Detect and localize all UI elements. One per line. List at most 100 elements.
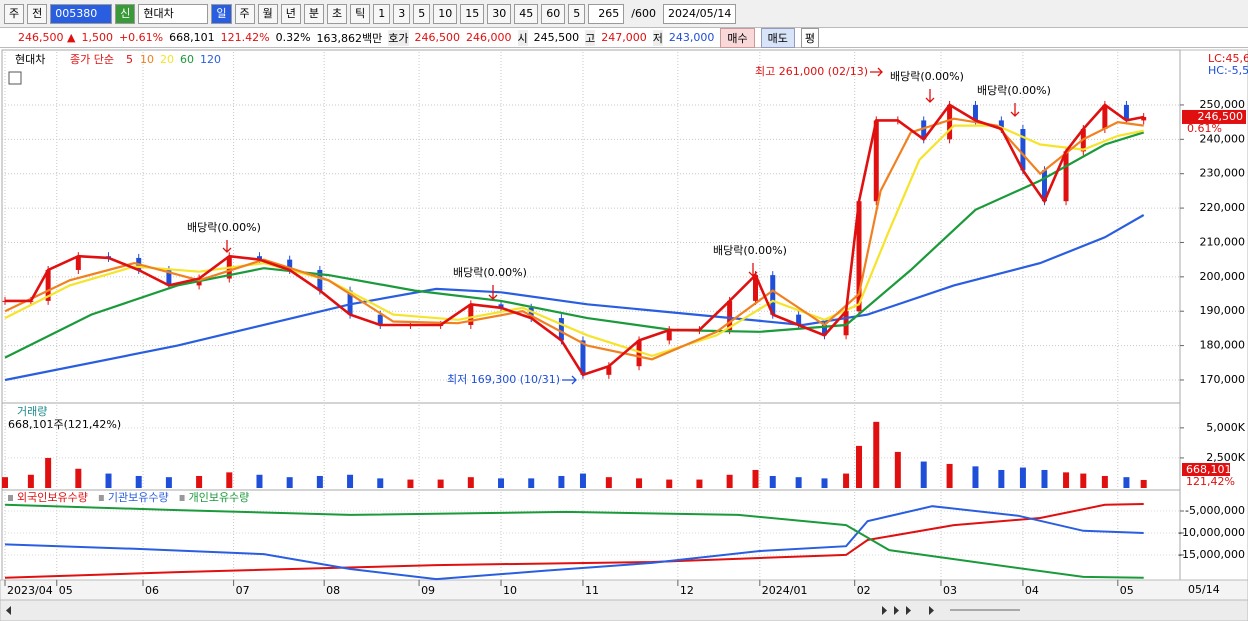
volume-bar — [347, 474, 354, 488]
legend-swatch — [179, 495, 185, 501]
candle — [468, 304, 474, 325]
volume-bar — [946, 463, 953, 488]
x-tick-label: 05 — [1120, 584, 1134, 597]
y-tick-label: 190,000 — [1200, 304, 1246, 317]
toolbar-button[interactable]: 전 — [27, 3, 48, 24]
info-item: 고 — [585, 29, 596, 46]
info-item[interactable]: 평 — [800, 27, 820, 48]
toolbar-button[interactable]: 30 — [487, 3, 512, 24]
candle — [498, 304, 504, 308]
annotation: 배당락(0.00%) — [977, 84, 1051, 97]
candle — [1041, 170, 1047, 202]
panel-icon[interactable] — [8, 71, 22, 85]
toolbar-button[interactable]: 주 — [4, 3, 25, 24]
toolbar-button[interactable]: 45 — [514, 3, 539, 24]
volume-bar — [795, 477, 802, 488]
candle — [558, 318, 564, 341]
toolbar-button[interactable]: 15 — [460, 3, 485, 24]
annotation-arrow — [562, 375, 577, 385]
info-bar: 246,500 ▲ 1,500 +0.61% 668,101 121.42% 0.32% 1… — [0, 27, 1248, 48]
toolbar-button[interactable]: 2024/05/14 — [662, 3, 737, 24]
toolbar-button[interactable]: 005380 — [50, 3, 113, 24]
volume-bar — [165, 477, 172, 488]
series-line — [4, 503, 1144, 579]
toolbar-button[interactable]: 틱 — [350, 3, 371, 24]
toolbar-button[interactable]: 1 — [373, 3, 391, 24]
y-tick-label: -10,000,000 — [1178, 526, 1245, 539]
x-tick-label: 06 — [145, 584, 159, 597]
scroll-bar[interactable] — [0, 599, 1248, 621]
annotation-arrow — [748, 263, 758, 277]
scroll-controls[interactable] — [882, 606, 934, 615]
toolbar-button[interactable]: 년 — [280, 3, 301, 24]
x-tick-label: 11 — [585, 584, 599, 597]
x-tick-label: 2023/04 — [7, 584, 53, 597]
right-label: HC:-5,56 — [1208, 64, 1248, 77]
volume-bar — [920, 461, 927, 488]
volume-bar — [226, 472, 233, 488]
toolbar-button[interactable]: 분 — [303, 3, 324, 24]
volume-bar — [696, 479, 703, 488]
info-item: 668,101 — [169, 31, 215, 44]
toolbar-button[interactable]: 월 — [257, 3, 278, 24]
annotation: 배당락(0.00%) — [187, 221, 261, 234]
toolbar: 주 전 005380 신 현대차 일 주 월 년 분 초 틱 1 3 5 10 15 30 45 60 5 265/600… — [0, 0, 1248, 28]
volume-bar — [1080, 473, 1087, 488]
toolbar-button[interactable]: 265 — [588, 3, 625, 24]
info-item: 호가 — [388, 29, 409, 46]
toolbar-button[interactable]: 일 — [211, 3, 232, 24]
candle — [256, 256, 262, 260]
toolbar-button[interactable]: 3 — [393, 3, 411, 24]
volume-bar — [75, 468, 82, 488]
volume-bar — [579, 473, 586, 488]
volume-bar — [1123, 477, 1130, 488]
candle — [856, 201, 862, 312]
toolbar-button[interactable]: /600 — [631, 6, 656, 20]
candle — [166, 269, 172, 286]
toolbar-button[interactable]: 초 — [327, 3, 348, 24]
volume-bar — [377, 478, 384, 488]
volume-bar — [558, 475, 565, 488]
volume-bar — [972, 466, 979, 488]
series-line — [4, 131, 1145, 359]
volume-bar — [498, 478, 505, 488]
series-line — [4, 505, 1144, 581]
candle — [606, 366, 612, 375]
info-item[interactable]: 매수 — [720, 27, 755, 48]
toolbar-button[interactable]: 60 — [541, 3, 566, 24]
toolbar-button[interactable]: 10 — [433, 3, 458, 24]
volume-bar — [286, 477, 293, 488]
candle — [287, 259, 293, 270]
y-tick-label: 230,000 — [1200, 167, 1246, 180]
annotation: 최고 261,000 (02/13) — [755, 65, 868, 78]
toolbar-button[interactable]: 5 — [568, 3, 586, 24]
info-item: 246,500 ▲ — [18, 31, 76, 44]
info-item[interactable]: 매도 — [760, 27, 795, 48]
info-item: 245,500 — [533, 31, 580, 44]
right-label: LC:45,60 — [1208, 52, 1248, 65]
right-label: 246,500 — [1198, 110, 1244, 123]
info-item: 247,000 — [601, 31, 647, 44]
candle — [45, 269, 51, 301]
volume-bar — [998, 469, 1005, 488]
legend-entry: 120 — [200, 53, 221, 66]
candle — [1141, 116, 1147, 121]
toolbar-button[interactable]: 신 — [115, 3, 136, 24]
y-tick-label: 2,500K — [1206, 451, 1245, 464]
background — [0, 48, 1248, 621]
scroll-left[interactable] — [6, 606, 11, 615]
volume-bar — [1063, 472, 1070, 488]
x-tick-label: 03 — [943, 584, 957, 597]
volume-bar — [726, 474, 733, 488]
x-tick-label: 10 — [503, 584, 517, 597]
legend-entry: 기관보유수량 — [108, 491, 169, 504]
toolbar-button[interactable]: 주 — [234, 3, 255, 24]
volume-bar — [45, 457, 52, 488]
volume-bar — [437, 479, 444, 488]
candle — [377, 314, 383, 325]
toolbar-button[interactable]: 5 — [413, 3, 431, 24]
toolbar-button[interactable]: 현대차 — [138, 3, 209, 24]
series-line — [4, 117, 1144, 361]
candle — [1102, 104, 1108, 130]
